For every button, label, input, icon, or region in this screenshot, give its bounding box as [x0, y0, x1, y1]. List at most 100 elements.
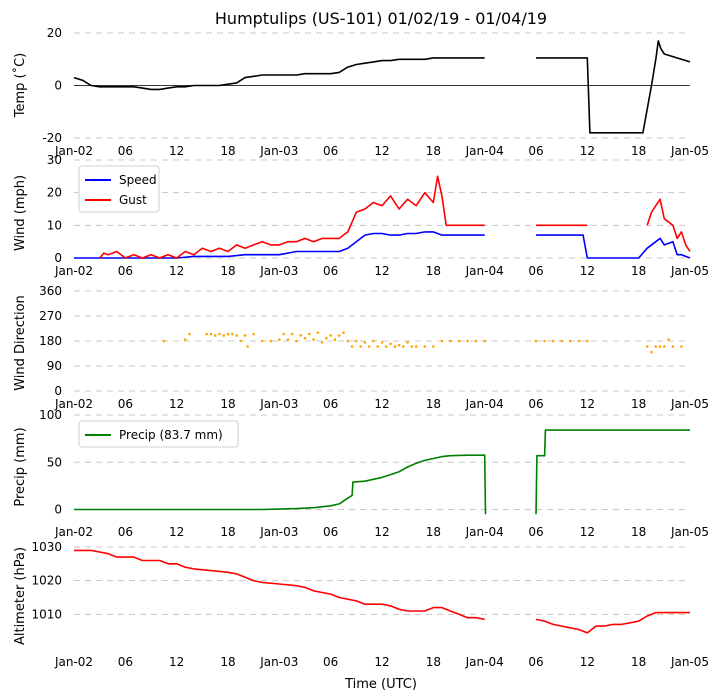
data-point: [568, 339, 572, 343]
x-tick-label: 06: [118, 397, 133, 411]
x-tick-label: Jan-03: [259, 264, 298, 278]
series-line-gust: [99, 175, 485, 259]
data-point: [329, 334, 332, 337]
data-point: [325, 336, 328, 340]
data-point: [359, 345, 362, 348]
x-tick-label: Jan-05: [670, 144, 709, 158]
data-point: [205, 332, 208, 336]
x-tick-label: Jan-03: [259, 144, 298, 158]
data-point: [213, 334, 217, 337]
x-tick-label: 12: [580, 264, 595, 278]
x-tick-label: 06: [118, 264, 133, 278]
data-point: [551, 339, 555, 343]
x-tick-label: Jan-02: [54, 655, 93, 669]
series-line-temp: [536, 40, 691, 134]
x-tick-label: 12: [374, 264, 389, 278]
panel-precip: 0 50 100 Precip (mm) Jan-02 06 12 18 Jan-03 06 12 1…: [13, 408, 709, 539]
data-point: [303, 336, 307, 340]
y-tick-label: 30: [47, 153, 62, 167]
data-point: [307, 332, 311, 336]
x-tick-label: 12: [374, 144, 389, 158]
data-point: [380, 341, 384, 344]
y-axis-label: Altimeter (hPa): [13, 547, 28, 645]
data-point: [312, 338, 315, 341]
x-tick-label: 06: [528, 144, 543, 158]
data-point: [372, 339, 375, 343]
x-tick-label: 18: [631, 525, 646, 539]
data-point: [299, 334, 303, 337]
x-tick-label: Jan-03: [259, 397, 298, 411]
data-point: [243, 334, 247, 337]
legend-entry: Speed: [119, 173, 157, 187]
data-point: [260, 339, 264, 343]
x-tick-label: 12: [580, 655, 595, 669]
data-point: [650, 350, 653, 354]
data-point: [389, 342, 392, 346]
data-point: [586, 339, 589, 343]
x-tick-label: 18: [426, 525, 441, 539]
series-line-altimeter: [535, 611, 690, 634]
data-point: [397, 343, 401, 347]
data-point: [402, 345, 405, 348]
x-tick-label: 18: [631, 264, 646, 278]
data-point: [278, 338, 281, 341]
data-point: [376, 345, 380, 348]
x-tick-label: 06: [323, 655, 338, 669]
data-point: [577, 339, 581, 343]
y-tick-label: 360: [39, 284, 62, 298]
data-point: [667, 338, 670, 341]
data-point: [367, 345, 371, 348]
panel-winddir: 0 90 180 270 360 Wind Direction Jan-02 06 12 18 Ja…: [13, 284, 709, 411]
panels: -20 0 20 Temp (˚C) Jan-02 06 12 18 Jan-03 06 12 18 J…: [12, 26, 709, 669]
series-line-gust: [646, 198, 691, 252]
data-point: [663, 345, 666, 348]
x-tick-label: 06: [118, 525, 133, 539]
y-tick-label: 1010: [31, 607, 62, 621]
x-tick-label: 18: [220, 525, 235, 539]
y-tick-label: 50: [47, 455, 62, 469]
legend-box: [78, 420, 239, 448]
data-point: [350, 345, 354, 348]
y-axis-label: Wind (mph): [13, 175, 28, 251]
y-tick-label: 0: [54, 251, 62, 265]
y-tick-label: 20: [47, 26, 62, 40]
figure-title: Humptulips (US-101) 01/02/19 - 01/04/19: [215, 9, 547, 28]
x-tick-label: Jan-05: [670, 264, 709, 278]
data-point: [393, 345, 397, 348]
x-tick-label: Jan-04: [465, 525, 504, 539]
x-tick-label: 18: [220, 144, 235, 158]
x-tick-label: Jan-04: [465, 655, 504, 669]
x-tick-label: 18: [631, 144, 646, 158]
y-tick-label: 100: [39, 408, 62, 422]
data-point: [346, 339, 350, 343]
data-point: [457, 339, 461, 343]
legend-entry: Precip (83.7 mm): [119, 428, 223, 442]
data-point: [337, 334, 341, 337]
series-line-altimeter: [74, 549, 485, 621]
data-point: [680, 345, 683, 348]
x-tick-label: 18: [426, 144, 441, 158]
y-tick-label: 0: [54, 384, 62, 398]
x-tick-label: 18: [426, 655, 441, 669]
x-tick-label: 12: [169, 525, 184, 539]
x-tick-label: 12: [169, 144, 184, 158]
data-point: [230, 332, 234, 336]
x-tick-label: 18: [220, 264, 235, 278]
data-point: [483, 339, 486, 343]
x-tick-label: 18: [220, 655, 235, 669]
x-tick-label: 06: [323, 264, 338, 278]
y-tick-label: 0: [54, 79, 62, 93]
legend-entry: Gust: [119, 193, 147, 207]
y-tick-label: 10: [47, 218, 62, 232]
x-tick-label: Jan-05: [670, 655, 709, 669]
x-tick-label: 12: [580, 144, 595, 158]
data-point: [320, 341, 324, 344]
y-axis-label: Wind Direction: [13, 295, 28, 391]
panel-wind: 0 10 20 30 Wind (mph) Jan-02 06 12 18 Jan-03 06 12 1…: [13, 153, 709, 278]
data-point: [406, 341, 409, 344]
data-point: [295, 339, 298, 343]
data-point: [290, 332, 294, 336]
data-point: [414, 345, 418, 348]
data-point: [534, 339, 538, 343]
